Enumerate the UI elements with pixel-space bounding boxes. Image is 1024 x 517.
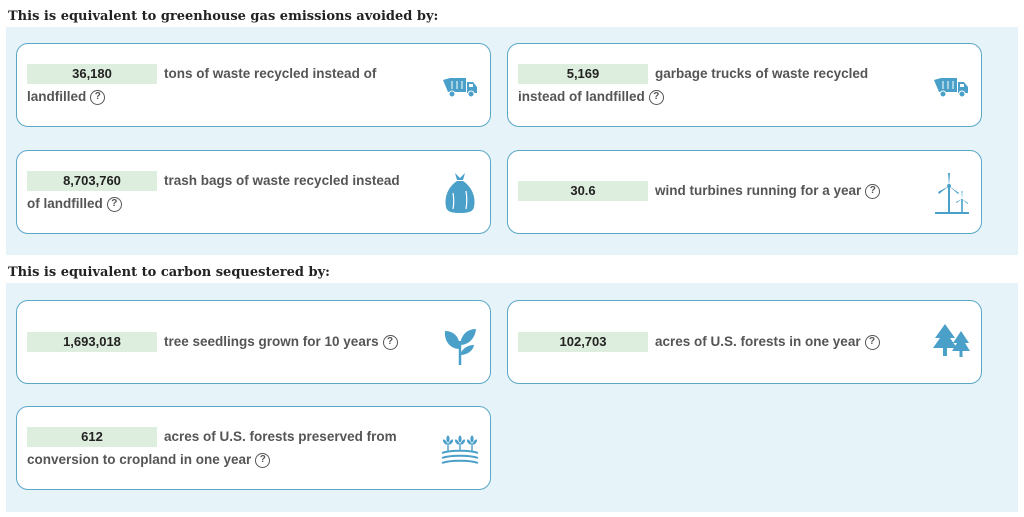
card-wind-turbines: 30.6 wind turbines running for a year? (507, 150, 982, 234)
card-text: tree seedlings grown for 10 years (164, 334, 379, 349)
help-icon[interactable]: ? (865, 183, 881, 199)
help-icon[interactable]: ? (106, 196, 122, 212)
card-trash-bags: 8,703,760 trash bags of waste recycled i… (16, 150, 491, 234)
crop-field-icon (441, 435, 479, 464)
card-text: trash bags of waste recycled instead of … (27, 173, 400, 211)
emissions-panel: 36,180 tons of waste recycled instead of… (6, 27, 1018, 255)
card-value: 36,180 (27, 64, 157, 84)
forest-icon (933, 324, 970, 357)
card-value: 1,693,018 (27, 332, 157, 352)
help-icon[interactable]: ? (90, 89, 106, 105)
card-value: 5,169 (518, 64, 648, 84)
help-icon[interactable]: ? (648, 89, 664, 105)
help-icon[interactable]: ? (864, 334, 880, 350)
card-forests-preserved: 612 acres of U.S. forests preserved from… (16, 406, 491, 490)
card-description: trash bags of waste recycled instead of … (27, 169, 410, 215)
card-garbage-trucks: 5,169 garbage trucks of waste recycled i… (507, 43, 982, 127)
garbage-truck-icon (443, 78, 477, 98)
card-value: 30.6 (518, 181, 648, 201)
card-text: acres of U.S. forests preserved from con… (27, 429, 397, 467)
seedling-icon (444, 329, 476, 365)
garbage-truck-icon (934, 78, 968, 98)
card-value: 612 (27, 427, 157, 447)
card-description: garbage trucks of waste recycled instead… (518, 62, 901, 108)
wind-turbine-icon (935, 173, 969, 214)
card-description: acres of U.S. forests in one year? (518, 332, 901, 352)
card-description: wind turbines running for a year? (518, 181, 901, 201)
card-description: tree seedlings grown for 10 years? (27, 332, 410, 352)
card-text: garbage trucks of waste recycled instead… (518, 66, 869, 104)
section-title-emissions: This is equivalent to greenhouse gas emi… (8, 9, 439, 24)
card-description: tons of waste recycled instead of landfi… (27, 62, 410, 108)
card-text: wind turbines running for a year (655, 183, 862, 198)
help-icon[interactable]: ? (382, 334, 398, 350)
carbon-panel: 1,693,018 tree seedlings grown for 10 ye… (6, 283, 1018, 512)
card-text: acres of U.S. forests in one year (655, 334, 861, 349)
trash-bag-icon (445, 173, 475, 213)
help-icon[interactable]: ? (255, 452, 271, 468)
card-forest-acres: 102,703 acres of U.S. forests in one yea… (507, 300, 982, 384)
card-description: acres of U.S. forests preserved from con… (27, 425, 410, 471)
card-tons-recycled: 36,180 tons of waste recycled instead of… (16, 43, 491, 127)
section-title-carbon: This is equivalent to carbon sequestered… (8, 265, 330, 280)
card-tree-seedlings: 1,693,018 tree seedlings grown for 10 ye… (16, 300, 491, 384)
card-value: 8,703,760 (27, 171, 157, 191)
card-text: tons of waste recycled instead of landfi… (27, 66, 377, 104)
card-value: 102,703 (518, 332, 648, 352)
